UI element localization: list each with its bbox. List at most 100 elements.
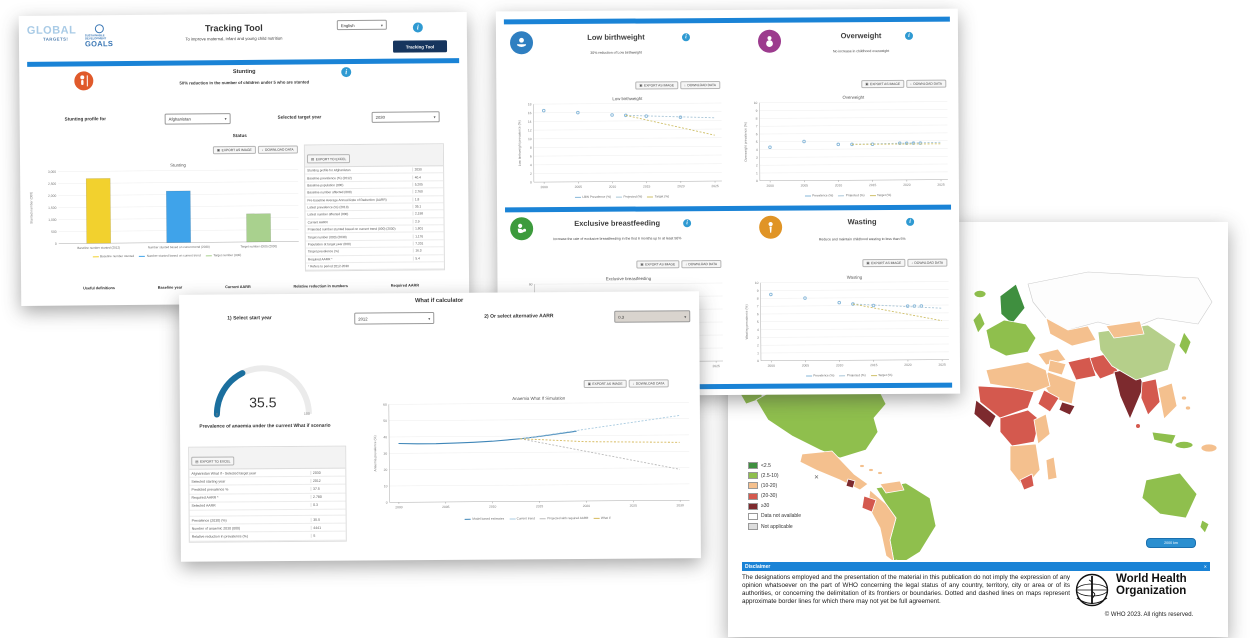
download-icon: ↓ bbox=[910, 82, 912, 87]
legend-item: Projected (%) bbox=[616, 195, 642, 199]
map-legend-item: Not applicable bbox=[748, 523, 801, 531]
svg-text:2020: 2020 bbox=[903, 183, 911, 187]
svg-text:0: 0 bbox=[756, 179, 758, 183]
who-wordmark: World Health Organization bbox=[1116, 573, 1187, 597]
svg-text:18: 18 bbox=[528, 102, 532, 106]
download-data-button[interactable]: ↓ DOWNLOAD DATA bbox=[680, 81, 720, 90]
svg-text:6: 6 bbox=[530, 154, 532, 158]
legend-item: Target (%) bbox=[647, 194, 669, 198]
export-excel-button[interactable]: ▤ EXPORT TO EXCEL bbox=[306, 154, 351, 164]
footer-link[interactable]: Relative reduction in numbers bbox=[293, 284, 348, 289]
footer-link[interactable]: Baseline year bbox=[157, 285, 183, 290]
what-if-table: ▤ EXPORT TO EXCEL Afghanistan What if - S… bbox=[188, 445, 347, 543]
chart-toolbar: ▣ EXPORT AS IMAGE ↓ DOWNLOAD DATA bbox=[635, 81, 720, 90]
map-legend-item: (2.5-10) bbox=[748, 472, 801, 480]
export-image-button[interactable]: ▣ EXPORT AS IMAGE bbox=[861, 79, 905, 89]
footer-link[interactable]: Useful definitions bbox=[83, 286, 115, 291]
svg-text:7: 7 bbox=[756, 124, 758, 128]
export-excel-button[interactable]: ▤ EXPORT TO EXCEL bbox=[191, 456, 235, 466]
svg-text:0: 0 bbox=[55, 242, 57, 246]
download-data-button[interactable]: ↓ DOWNLOAD DATA bbox=[257, 145, 298, 155]
svg-text:2010: 2010 bbox=[835, 183, 843, 187]
lbw-chart: Low birthweight 0 2 4 6 8 10 12 14 16 18 2000 2005 20… bbox=[516, 94, 727, 195]
page-subtitle: To improve maternal, infant and young ch… bbox=[185, 35, 283, 42]
svg-text:2015: 2015 bbox=[869, 183, 877, 187]
legend-item: Projected with required AARR bbox=[539, 516, 588, 520]
anaemia-gauge bbox=[208, 358, 318, 421]
svg-text:2015: 2015 bbox=[643, 184, 651, 188]
image-icon: ▣ bbox=[216, 148, 221, 153]
svg-text:1,500: 1,500 bbox=[48, 206, 56, 210]
export-image-button[interactable]: ▣ EXPORT AS IMAGE bbox=[212, 145, 256, 155]
chevron-down-icon: ▾ bbox=[684, 313, 687, 319]
global-targets-logo: GLOBAL TARGETS! bbox=[27, 24, 77, 41]
download-data-button[interactable]: ↓ DOWNLOAD DATA bbox=[681, 260, 722, 269]
footer-link[interactable]: Current AARR bbox=[225, 284, 251, 290]
export-image-button[interactable]: ▣ EXPORT AS IMAGE bbox=[636, 260, 680, 269]
map-scale-button[interactable]: 2000 km bbox=[1146, 538, 1196, 548]
legend-swatch bbox=[748, 462, 758, 469]
language-select[interactable]: English ▾ bbox=[336, 19, 387, 31]
chevron-down-icon: ▾ bbox=[380, 22, 383, 28]
info-icon[interactable]: i bbox=[906, 217, 915, 226]
download-icon: ↓ bbox=[632, 381, 635, 386]
map-legend: <2.5 (2.5-10) (10-20) (20-30) ≥30 Data not av… bbox=[748, 462, 801, 533]
svg-text:9: 9 bbox=[756, 109, 758, 113]
legend-swatch bbox=[748, 482, 758, 490]
disclaimer-text: The designations employed and the presen… bbox=[742, 574, 1070, 605]
svg-text:10: 10 bbox=[755, 281, 759, 285]
export-image-button[interactable]: ▣ EXPORT AS IMAGE bbox=[862, 258, 906, 268]
stunting-data-table: ▤ EXPORT TO EXCEL Stunting profile for Af… bbox=[303, 143, 445, 272]
svg-text:500: 500 bbox=[51, 230, 57, 234]
info-icon[interactable]: i bbox=[681, 33, 691, 42]
image-icon: ▣ bbox=[639, 83, 643, 88]
image-icon: ▣ bbox=[587, 382, 591, 387]
panel-subtitle-overweight: No increase in childhood overweight bbox=[832, 49, 890, 54]
legend-swatch bbox=[748, 492, 758, 500]
svg-text:2000: 2000 bbox=[540, 185, 548, 189]
svg-text:1: 1 bbox=[756, 171, 758, 175]
svg-text:2010: 2010 bbox=[609, 185, 617, 189]
info-icon[interactable]: i bbox=[341, 67, 352, 78]
svg-text:2005: 2005 bbox=[575, 185, 583, 189]
close-icon[interactable]: ✕ bbox=[1203, 564, 1207, 569]
info-icon[interactable]: i bbox=[683, 219, 692, 228]
svg-text:Target number (000) (2030): Target number (000) (2030) bbox=[240, 244, 277, 248]
map-legend-item: ≥30 bbox=[748, 502, 801, 510]
svg-text:4: 4 bbox=[756, 148, 758, 152]
info-icon[interactable]: i bbox=[904, 31, 914, 40]
start-year-select[interactable]: 2012 ▾ bbox=[354, 312, 435, 325]
export-image-button[interactable]: ▣ EXPORT AS IMAGE bbox=[583, 379, 627, 389]
info-icon[interactable]: i bbox=[412, 22, 423, 33]
chart-toolbar: ▣ EXPORT AS IMAGE ↓ DOWNLOAD DATA bbox=[861, 79, 946, 89]
download-data-button[interactable]: ↓ DOWNLOAD DATA bbox=[906, 79, 946, 89]
excel-icon: ▤ bbox=[310, 156, 315, 161]
svg-text:2030: 2030 bbox=[676, 503, 684, 507]
start-year-label: 1) Select start year bbox=[227, 315, 272, 322]
svg-text:3,000: 3,000 bbox=[48, 170, 56, 174]
world-map[interactable] bbox=[728, 222, 1228, 567]
download-data-button[interactable]: ↓ DOWNLOAD DATA bbox=[628, 379, 669, 389]
stunting-chart-legend: Baseline number stunted Number stunted ba… bbox=[41, 253, 293, 259]
target-year-label: Selected target year bbox=[277, 114, 322, 120]
overweight-chart-legend: Prevalence (%) Projected (%) Target (%) bbox=[753, 193, 943, 198]
tracking-tool-button[interactable]: Tracking Tool bbox=[392, 40, 448, 53]
svg-text:Stunting: Stunting bbox=[170, 163, 186, 168]
footer-link[interactable]: Required AARR bbox=[390, 283, 420, 288]
export-image-button[interactable]: ▣ EXPORT AS IMAGE bbox=[635, 81, 679, 90]
svg-text:Wasting prevalence (%): Wasting prevalence (%) bbox=[745, 304, 749, 339]
target-year-select[interactable]: 2030 ▾ bbox=[371, 111, 440, 123]
svg-text:2020: 2020 bbox=[904, 363, 912, 367]
svg-text:9: 9 bbox=[757, 289, 759, 293]
svg-text:2000: 2000 bbox=[395, 505, 403, 509]
image-icon: ▣ bbox=[865, 82, 869, 87]
tracking-tool-window: GLOBAL TARGETS! SUSTAINABLE DEVELOPMENT … bbox=[18, 12, 470, 306]
chart-toolbar: ▣ EXPORT AS IMAGE ↓ DOWNLOAD DATA bbox=[583, 379, 669, 389]
download-data-button[interactable]: ↓ DOWNLOAD DATA bbox=[907, 258, 948, 268]
country-select[interactable]: Afghanistan ▾ bbox=[164, 113, 231, 125]
wasting-icon bbox=[759, 215, 783, 239]
alt-aarr-select[interactable]: 0.3 ▾ bbox=[614, 310, 691, 323]
svg-text:Anaemia What If Simulation: Anaemia What If Simulation bbox=[512, 396, 566, 401]
gauge-value: 35.5 bbox=[249, 394, 277, 411]
